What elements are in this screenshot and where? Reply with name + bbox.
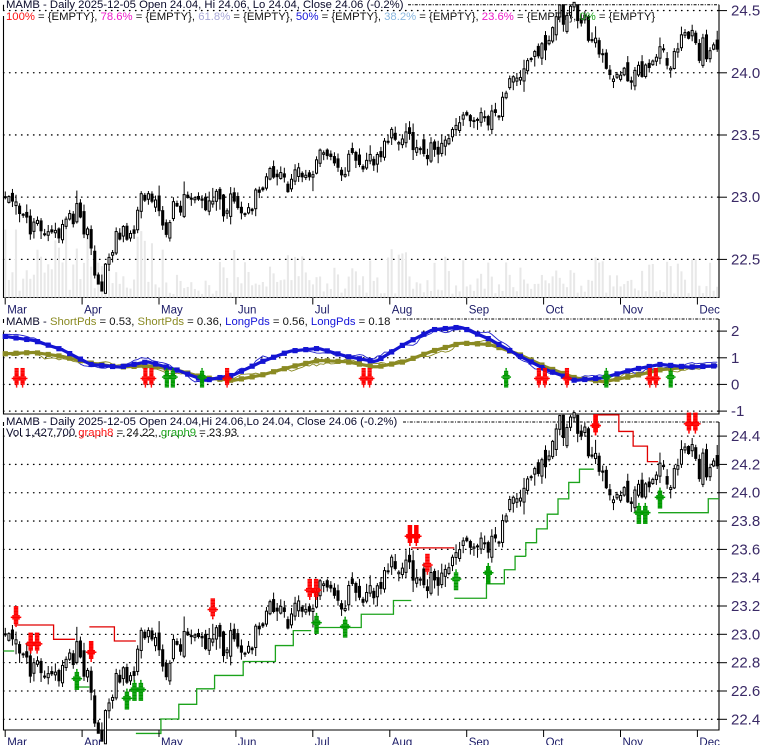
svg-text:23.4: 23.4 — [731, 570, 760, 587]
svg-text:23.8: 23.8 — [731, 513, 760, 530]
svg-text:Dec: Dec — [699, 737, 720, 745]
svg-text:24.0: 24.0 — [731, 485, 760, 502]
svg-text:23.0: 23.0 — [731, 626, 760, 643]
svg-text:Mar: Mar — [7, 737, 27, 745]
svg-text:23.6: 23.6 — [731, 541, 760, 558]
svg-text:24.2: 24.2 — [731, 456, 760, 473]
svg-text:Oct: Oct — [546, 737, 565, 745]
svg-text:22.8: 22.8 — [731, 655, 760, 672]
svg-text:Aug: Aug — [392, 737, 412, 745]
svg-text:May: May — [161, 737, 183, 745]
svg-text:22.6: 22.6 — [731, 683, 760, 700]
svg-text:Sep: Sep — [469, 737, 489, 745]
svg-text:23.2: 23.2 — [731, 598, 760, 615]
svg-text:Nov: Nov — [623, 737, 644, 745]
svg-text:Apr: Apr — [84, 737, 102, 745]
svg-text:Jul: Jul — [315, 737, 330, 745]
svg-text:24.4: 24.4 — [731, 428, 760, 445]
svg-text:22.4: 22.4 — [731, 711, 760, 728]
svg-text:Jun: Jun — [238, 737, 257, 745]
